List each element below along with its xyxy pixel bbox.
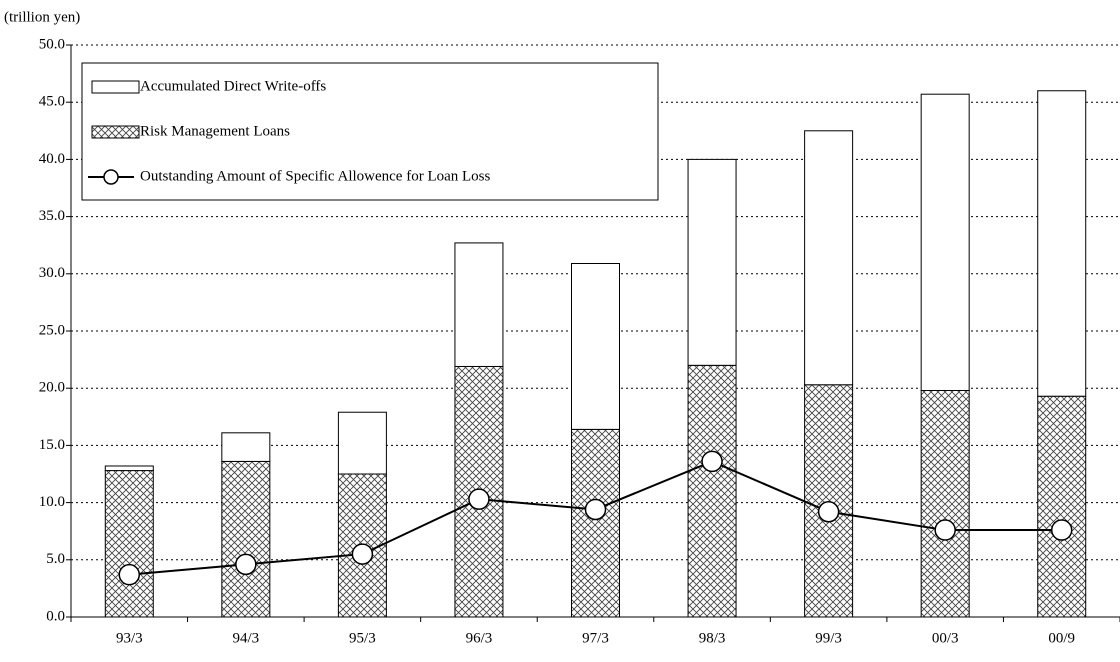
bar [920, 93, 970, 391]
bar [454, 242, 504, 367]
x-tick-label: 98/3 [699, 630, 726, 646]
x-tick-label: 94/3 [232, 630, 259, 646]
marker [934, 519, 956, 541]
y-tick-label: 45.0 [39, 94, 65, 110]
bar [1037, 395, 1087, 618]
y-tick-label: 50.0 [39, 36, 65, 52]
y-tick-label: 40.0 [39, 151, 65, 167]
bar [687, 364, 737, 618]
bar [920, 389, 970, 618]
marker [235, 553, 257, 576]
bar [221, 460, 271, 618]
legend-box [81, 62, 659, 201]
y-tick-label: 15.0 [39, 437, 65, 453]
marker [817, 501, 840, 523]
bar [454, 365, 504, 618]
marker [1050, 519, 1073, 541]
marker [118, 563, 141, 586]
bar [804, 130, 854, 386]
bar [571, 263, 620, 430]
legend-swatch [91, 125, 140, 139]
y-tick-label: 10.0 [39, 494, 65, 510]
bar [337, 411, 387, 475]
marker [351, 543, 374, 565]
x-tick-label: 00/3 [932, 630, 959, 646]
bar [104, 470, 154, 618]
marker [701, 450, 723, 473]
x-tick-label: 95/3 [349, 630, 376, 646]
y-axis-label: (trillion yen) [4, 9, 80, 25]
legend-label: Accumulated Direct Write-offs [140, 78, 326, 94]
legend-label: Outstanding Amount of Specific Allowence… [140, 168, 491, 184]
y-tick-label: 0.0 [46, 608, 65, 624]
y-tick-label: 25.0 [39, 322, 65, 338]
x-tick-label: 96/3 [466, 630, 493, 646]
marker [584, 498, 607, 521]
bar [1037, 90, 1087, 397]
marker [468, 488, 490, 510]
legend-swatch [91, 80, 140, 94]
x-tick-label: 00/9 [1048, 630, 1075, 646]
x-tick-label: 97/3 [582, 630, 609, 646]
bar [571, 428, 620, 618]
bar [104, 465, 154, 472]
y-tick-label: 30.0 [39, 265, 65, 281]
bar [221, 432, 271, 462]
legend-label: Risk Management Loans [140, 123, 290, 139]
legend-marker [103, 169, 119, 185]
x-tick-label: 99/3 [815, 630, 842, 646]
bar [804, 384, 854, 618]
x-tick-label: 93/3 [116, 630, 143, 646]
y-tick-label: 20.0 [39, 380, 65, 396]
bar [687, 158, 737, 366]
y-tick-label: 35.0 [39, 208, 65, 224]
y-tick-label: 5.0 [46, 551, 65, 567]
